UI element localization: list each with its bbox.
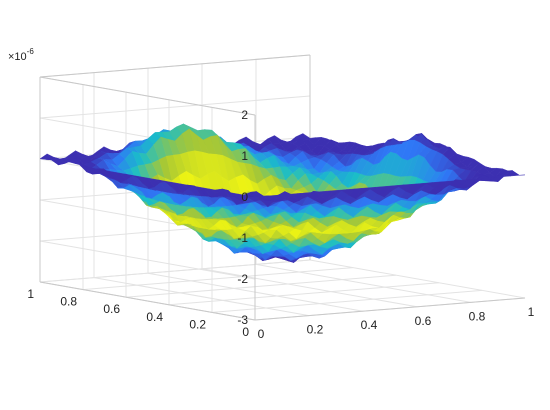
- y-tick-label: 0.6: [103, 302, 120, 316]
- z-tick-label: -3: [237, 313, 248, 327]
- z-tick-label: -2: [237, 272, 248, 286]
- side-wall-gridline: [39, 240, 256, 280]
- axis-edge: [39, 54, 311, 78]
- axis-edge: [39, 281, 256, 321]
- floor-gridline: [255, 263, 472, 303]
- axis-edge: [254, 297, 526, 321]
- x-tick-label: 0: [258, 327, 265, 341]
- y-tick-label: 0.2: [189, 317, 206, 331]
- axis-edge: [39, 76, 256, 116]
- floor-gridline: [125, 274, 397, 298]
- floor-gridline: [201, 268, 418, 308]
- x-tick-label: 0.6: [415, 314, 432, 328]
- floor-gridline: [211, 289, 483, 313]
- surface-cell: [512, 170, 526, 176]
- x-tick-label: 1: [528, 305, 535, 319]
- back-wall-gridline: [39, 95, 311, 119]
- z-exponent-power: -6: [27, 47, 35, 56]
- floor-gridline: [309, 259, 526, 299]
- x-tick-labels: 0 0.2 0.4 0.6 0.8 1: [258, 305, 535, 341]
- y-tick-label: 0.8: [60, 295, 77, 309]
- floor-gridline: [82, 267, 354, 291]
- y-tick-label: 0: [242, 325, 249, 339]
- z-tick-label: -1: [237, 231, 248, 245]
- z-tick-labels: -3 -2 -1 0 1 2: [237, 108, 248, 327]
- z-tick-label: 0: [241, 190, 248, 204]
- y-tick-label: 0.4: [146, 310, 163, 324]
- floor-gridline: [93, 277, 310, 317]
- surface-mesh: [39, 123, 526, 263]
- x-tick-label: 0.4: [361, 318, 378, 332]
- z-exponent-base: ×10: [8, 51, 27, 63]
- floor-gridline: [168, 282, 440, 306]
- z-tick-label: 2: [241, 108, 248, 122]
- x-tick-label: 0.8: [469, 309, 486, 323]
- z-exponent-label: ×10-6: [8, 47, 34, 63]
- back-wall-gridline: [39, 259, 311, 283]
- y-tick-label: 1: [27, 287, 34, 301]
- x-tick-label: 0.2: [307, 323, 324, 337]
- y-tick-labels: 0 0.2 0.4 0.6 0.8 1: [27, 287, 249, 339]
- z-tick-label: 1: [241, 149, 248, 163]
